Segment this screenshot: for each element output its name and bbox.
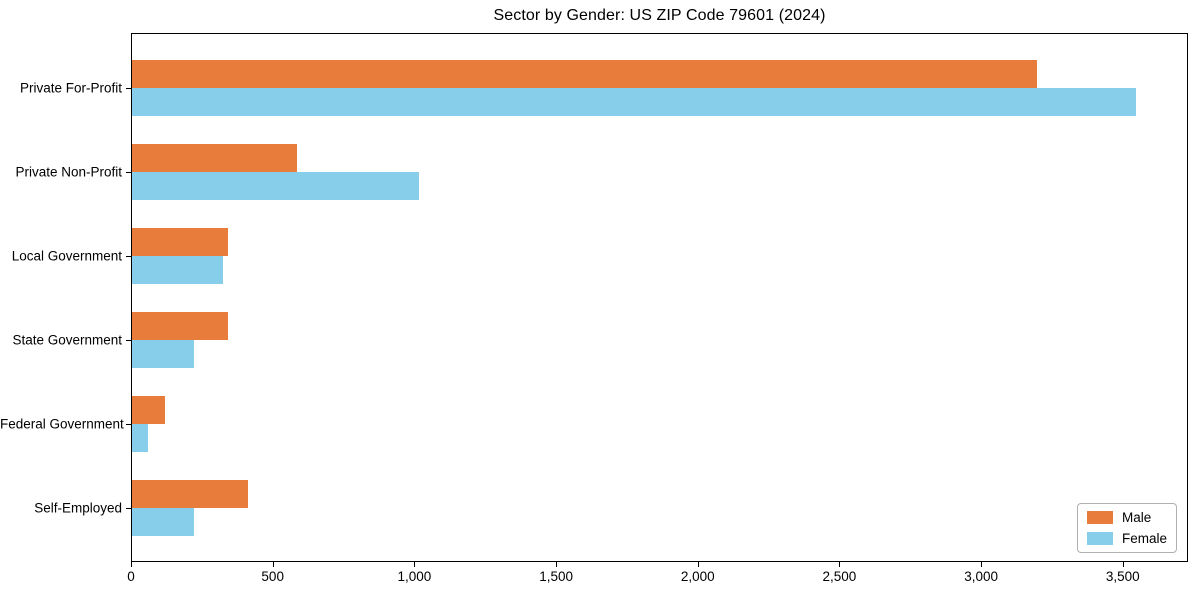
y-axis-label-self-employed: Self-Employed [34, 500, 122, 516]
x-tick-mark [556, 562, 558, 567]
y-tick-mark [126, 340, 131, 341]
bar-female-private-non-profit [132, 172, 419, 200]
x-tick-mark [272, 562, 274, 567]
y-axis-label-local-government: Local Government [11, 248, 122, 264]
x-tick-mark [131, 562, 132, 567]
y-tick-mark [126, 508, 131, 509]
y-axis-label-state-government: State Government [12, 332, 122, 348]
bar-female-local-government [132, 256, 223, 284]
legend-swatch-female-icon [1086, 532, 1113, 545]
y-axis-label-federal-government: Federal Government [0, 416, 124, 432]
legend-label-female: Female [1121, 531, 1167, 546]
y-tick-mark [126, 424, 131, 425]
x-axis-tick-label: 2,000 [680, 569, 715, 584]
bar-male-self-employed [132, 480, 248, 508]
bar-female-federal-government [132, 424, 148, 452]
x-axis-tick-label: 3,000 [964, 569, 998, 584]
legend: Male Female [1076, 503, 1177, 553]
bar-male-local-government [132, 228, 228, 256]
chart-title: Sector by Gender: US ZIP Code 79601 (202… [493, 7, 826, 24]
bar-female-private-for-profit [132, 88, 1136, 116]
y-axis-label-private-for-profit: Private For-Profit [19, 80, 122, 96]
bar-female-self-employed [132, 508, 194, 536]
x-axis-tick-label: 1,000 [397, 569, 432, 584]
x-axis-tick-label: 0 [127, 569, 135, 584]
y-tick-mark [126, 172, 131, 173]
x-tick-mark [697, 562, 699, 567]
bar-female-state-government [132, 340, 194, 368]
y-tick-mark [126, 256, 131, 257]
x-tick-mark [981, 562, 983, 567]
bar-male-state-government [132, 312, 228, 340]
x-axis-tick-label: 2,500 [822, 569, 857, 584]
x-axis-tick-label: 1,500 [539, 569, 573, 584]
bar-male-private-non-profit [132, 144, 297, 172]
x-tick-mark [414, 562, 416, 567]
y-axis-label-private-non-profit: Private Non-Profit [15, 164, 122, 180]
legend-entry-male: Male [1086, 510, 1167, 525]
legend-label-male: Male [1121, 510, 1152, 525]
y-tick-mark [126, 88, 131, 89]
x-axis-tick-label: 500 [261, 569, 284, 584]
x-tick-mark [1122, 562, 1124, 567]
bar-male-federal-government [132, 396, 165, 424]
bar-male-private-for-profit [132, 60, 1037, 88]
plot-area: Male Female [131, 33, 1188, 562]
x-tick-mark [839, 562, 841, 567]
legend-swatch-male-icon [1086, 511, 1113, 524]
x-axis-tick-label: 3,500 [1105, 569, 1140, 584]
legend-entry-female: Female [1086, 531, 1167, 546]
